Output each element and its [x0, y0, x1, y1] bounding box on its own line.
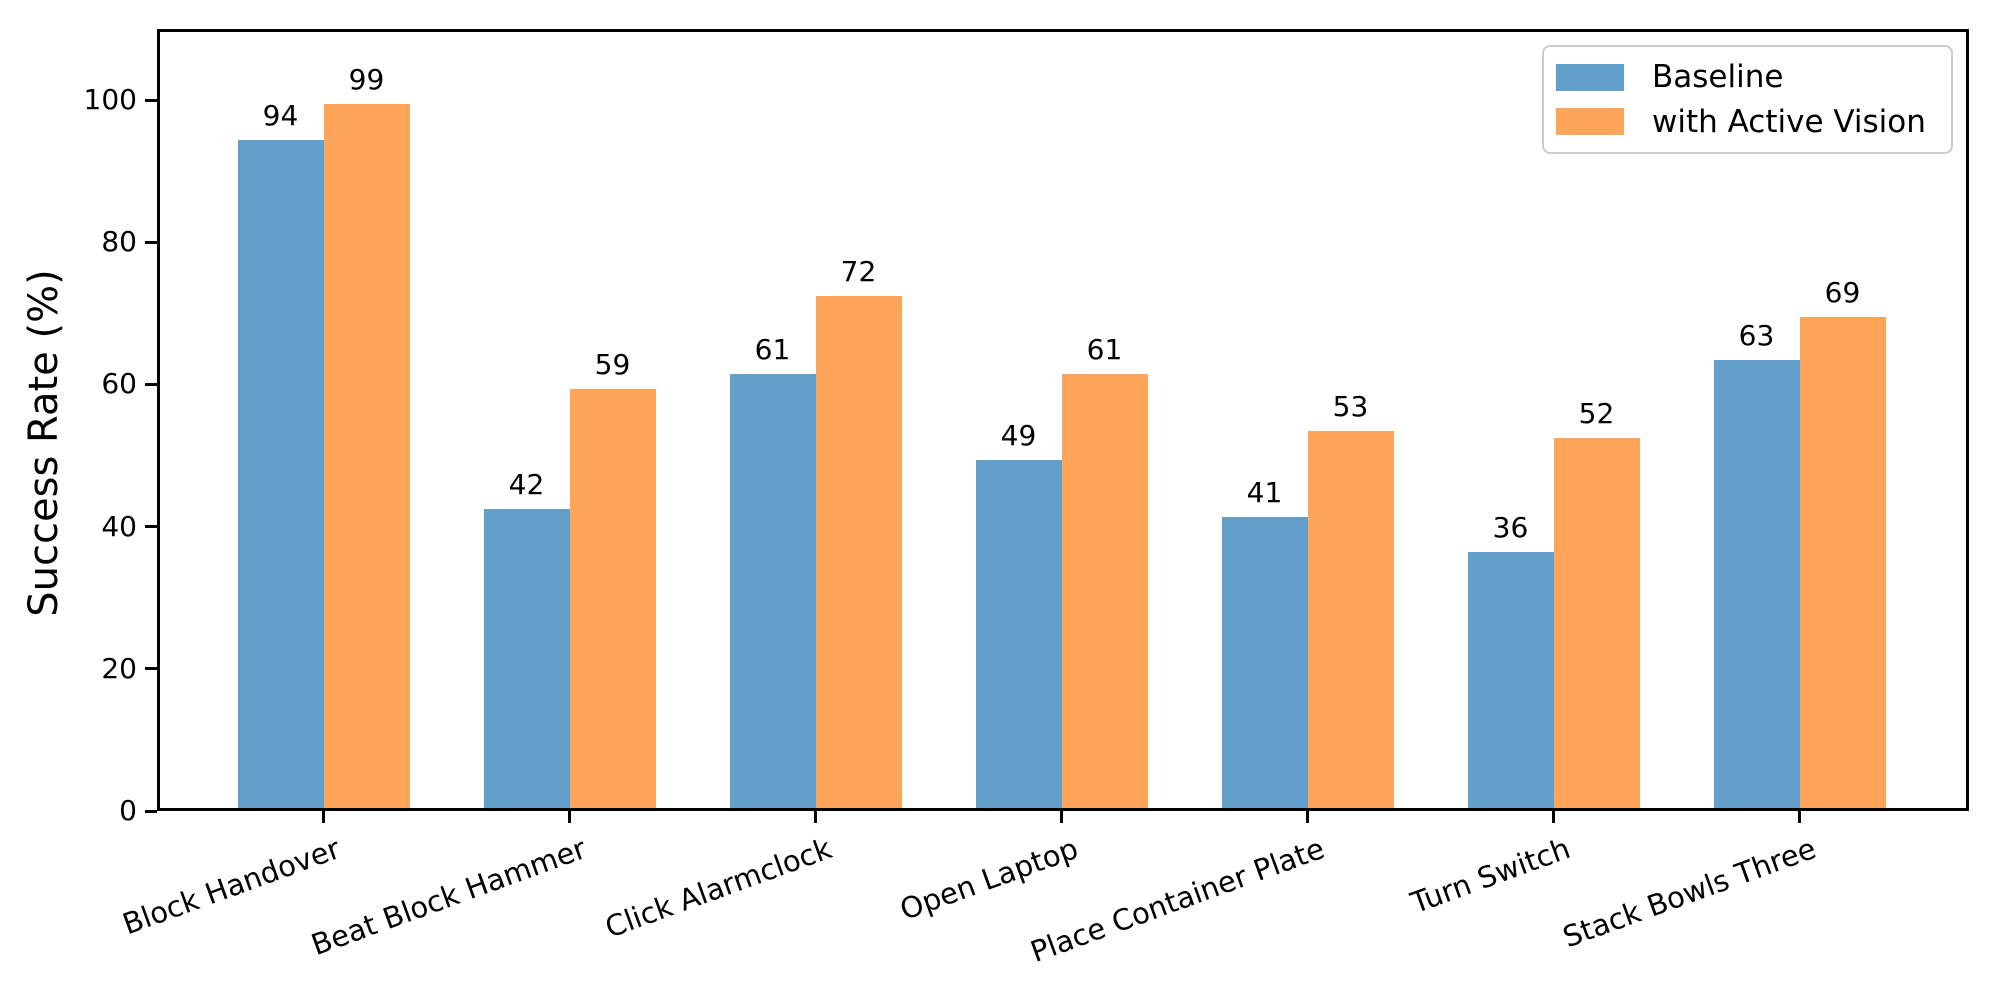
bar-with-active-vision-click-alarmclock	[815, 296, 902, 808]
bar-with-active-vision-place-container-plate	[1307, 431, 1394, 808]
y-tick-label-60: 60	[101, 367, 137, 401]
x-tick-label-turn-switch: Turn Switch	[1406, 831, 1575, 921]
legend-entry-baseline: Baseline	[1556, 59, 1939, 95]
bar-baseline-block-handover	[237, 140, 324, 808]
y-tick-label-80: 80	[101, 225, 137, 259]
bar-value-label-baseline-block-handover: 94	[262, 99, 299, 132]
legend-swatch-baseline	[1556, 63, 1624, 91]
x-tick-stack-bowls-three	[1798, 811, 1801, 823]
x-tick-turn-switch	[1552, 811, 1555, 823]
legend-label-with-active-vision: with Active Vision	[1652, 103, 1926, 140]
y-tick-label-0: 0	[119, 794, 137, 827]
bar-with-active-vision-turn-switch	[1553, 438, 1640, 808]
legend-swatch-with-active-vision	[1556, 108, 1624, 136]
legend: Baseline with Active Vision	[1542, 45, 1953, 154]
x-tick-place-container-plate	[1306, 811, 1309, 823]
bar-value-label-baseline-turn-switch: 36	[1492, 511, 1529, 544]
bar-value-label-with-active-vision-place-container-plate: 53	[1332, 390, 1369, 423]
x-tick-label-beat-block-hammer: Beat Block Hammer	[306, 831, 591, 963]
bar-value-label-with-active-vision-open-laptop: 61	[1086, 333, 1123, 366]
x-tick-open-laptop	[1060, 811, 1063, 823]
x-tick-label-open-laptop: Open Laptop	[895, 831, 1083, 927]
y-tick-label-100: 100	[83, 83, 137, 117]
bar-baseline-stack-bowls-three	[1713, 360, 1800, 808]
x-tick-label-click-alarmclock: Click Alarmclock	[601, 831, 837, 945]
x-tick-label-stack-bowls-three: Stack Bowls Three	[1558, 831, 1821, 955]
y-tick-40	[145, 525, 157, 529]
legend-entry-with-active-vision: with Active Vision	[1556, 104, 1939, 140]
bar-with-active-vision-block-handover	[323, 104, 410, 808]
x-tick-label-block-handover: Block Handover	[117, 831, 345, 942]
plot-area: 94 99 42 59 61 72 49 61 41 53 36 52 63 69	[157, 29, 1969, 811]
bar-value-label-with-active-vision-turn-switch: 52	[1578, 397, 1615, 430]
y-tick-60	[145, 382, 157, 386]
bar-value-label-baseline-stack-bowls-three: 63	[1738, 319, 1775, 352]
bar-with-active-vision-open-laptop	[1061, 374, 1148, 808]
x-tick-beat-block-hammer	[568, 811, 571, 823]
y-tick-label-40: 40	[101, 509, 137, 543]
bar-value-label-baseline-open-laptop: 49	[1000, 419, 1037, 452]
y-axis-label: Success Rate (%)	[21, 269, 67, 617]
bar-value-label-with-active-vision-block-handover: 99	[348, 63, 385, 96]
bar-value-label-baseline-beat-block-hammer: 42	[508, 468, 545, 501]
bar-value-label-with-active-vision-beat-block-hammer: 59	[594, 348, 631, 381]
bar-value-label-with-active-vision-stack-bowls-three: 69	[1824, 276, 1861, 309]
y-tick-80	[145, 240, 157, 244]
bar-baseline-click-alarmclock	[729, 374, 816, 808]
x-tick-click-alarmclock	[814, 811, 817, 823]
bar-value-label-baseline-place-container-plate: 41	[1246, 476, 1283, 509]
y-tick-label-20: 20	[101, 651, 137, 685]
x-tick-block-handover	[322, 811, 325, 823]
bar-baseline-open-laptop	[975, 460, 1062, 808]
bar-value-label-with-active-vision-click-alarmclock: 72	[840, 255, 877, 288]
bar-value-label-baseline-click-alarmclock: 61	[754, 333, 791, 366]
bar-baseline-place-container-plate	[1221, 517, 1308, 808]
y-tick-100	[145, 98, 157, 102]
y-tick-0	[145, 809, 157, 813]
bar-baseline-beat-block-hammer	[483, 509, 570, 808]
bar-with-active-vision-stack-bowls-three	[1799, 317, 1886, 808]
bar-baseline-turn-switch	[1467, 552, 1554, 808]
bar-with-active-vision-beat-block-hammer	[569, 389, 656, 808]
legend-label-baseline: Baseline	[1652, 59, 1784, 96]
y-tick-20	[145, 667, 157, 671]
